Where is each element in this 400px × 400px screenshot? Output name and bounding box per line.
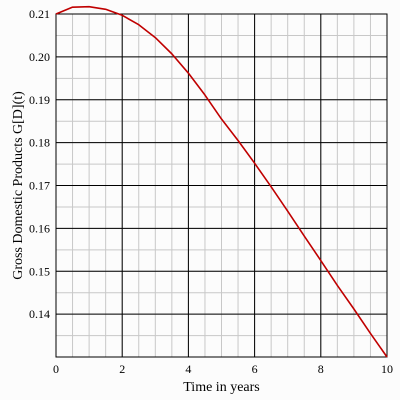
y-tick-label: 0.21 [29, 7, 50, 21]
y-tick-label: 0.19 [29, 93, 50, 107]
series-line-0 [55, 5, 388, 358]
y-axis-title: Gross Domestic Products G[D](t) [11, 91, 26, 280]
series-layer [55, 5, 388, 358]
y-tick-label: 0.14 [29, 307, 50, 321]
y-tick-label: 0.20 [29, 50, 50, 64]
plot-frame [55, 13, 388, 358]
x-tick-label: 2 [119, 362, 125, 376]
y-tick-label: 0.16 [29, 221, 50, 235]
y-tick-label: 0.15 [29, 264, 50, 278]
y-tick-labels: 0.14 0.15 0.16 0.17 0.18 0.19 0.20 0.21 [29, 7, 50, 321]
y-tick-label: 0.17 [29, 179, 50, 193]
x-tick-label: 6 [252, 362, 258, 376]
x-tick-labels: 0 2 4 6 8 10 [53, 362, 393, 376]
x-tick-label: 4 [185, 362, 191, 376]
x-tick-label: 8 [318, 362, 324, 376]
x-tick-label: 0 [53, 362, 59, 376]
y-tick-label: 0.18 [29, 136, 50, 150]
x-axis-title: Time in years [183, 380, 259, 395]
x-tick-label: 10 [381, 362, 393, 376]
